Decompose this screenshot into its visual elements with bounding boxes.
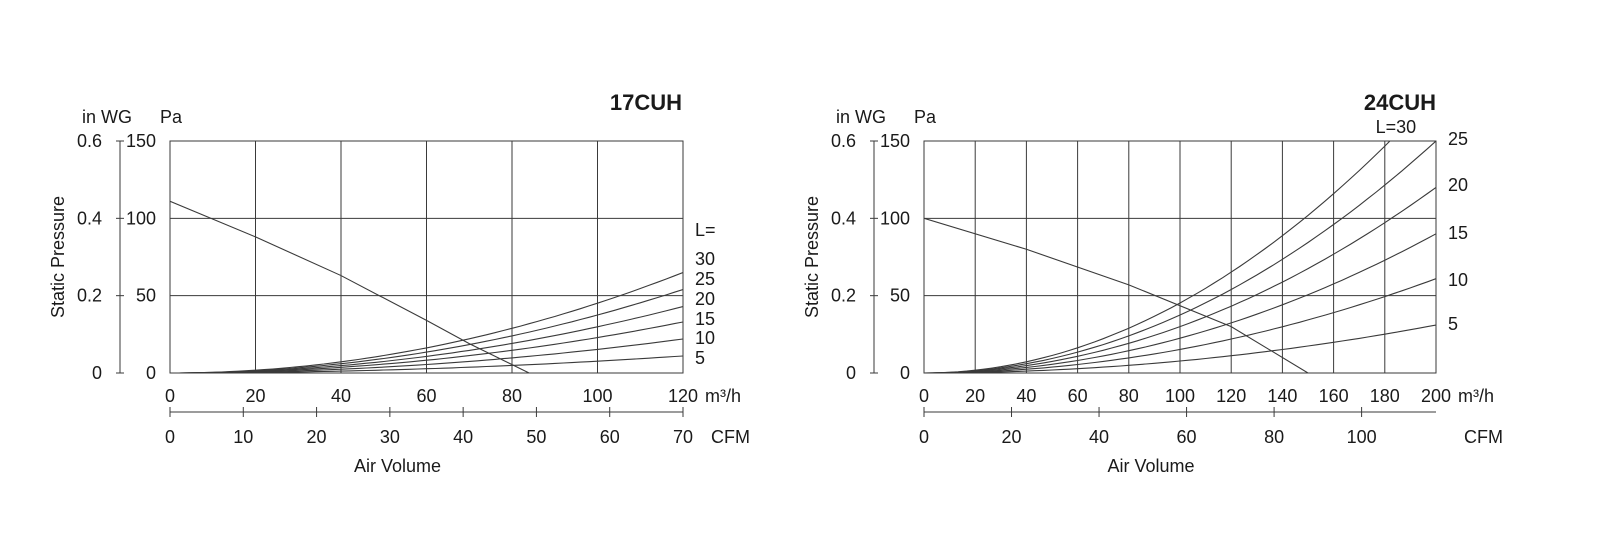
pa-tick-label: 50	[136, 286, 156, 306]
chart-title: 17CUH	[610, 90, 682, 115]
x-tick-label: 40	[1016, 386, 1036, 406]
cfm-tick-label: 0	[165, 427, 175, 447]
cfm-tick-label: 20	[1002, 427, 1022, 447]
inwg-tick-label: 0	[92, 363, 102, 383]
x-tick-label: 180	[1370, 386, 1400, 406]
x-tick-label: 20	[245, 386, 265, 406]
cfm-tick-label: 80	[1264, 427, 1284, 447]
legend-prefix: L=30	[1376, 117, 1417, 137]
cfm-tick-label: 40	[453, 427, 473, 447]
y-unit-inwg: in WG	[836, 107, 886, 127]
x-tick-label: 80	[1119, 386, 1139, 406]
x-tick-label: 100	[582, 386, 612, 406]
cfm-tick-label: 70	[673, 427, 693, 447]
fan-curve	[170, 200, 530, 373]
x-unit-cfm: CFM	[1464, 427, 1503, 447]
cfm-tick-label: 30	[380, 427, 400, 447]
x-unit-cfm: CFM	[711, 427, 750, 447]
x-tick-label: 60	[1068, 386, 1088, 406]
x-axis-title: Air Volume	[354, 456, 441, 476]
pa-tick-label: 0	[146, 363, 156, 383]
system-curve	[924, 141, 1391, 373]
y-axis-title: Static Pressure	[802, 196, 822, 318]
x-tick-label: 100	[1165, 386, 1195, 406]
x-tick-label: 160	[1319, 386, 1349, 406]
inwg-tick-label: 0.6	[77, 131, 102, 151]
legend-label: 10	[1448, 270, 1468, 290]
cfm-tick-label: 40	[1089, 427, 1109, 447]
x-tick-label: 140	[1267, 386, 1297, 406]
y-axis-title: Static Pressure	[48, 196, 68, 318]
inwg-tick-label: 0.2	[77, 286, 102, 306]
pa-tick-label: 50	[890, 286, 910, 306]
plot-frame	[923, 140, 1437, 374]
legend-label: 15	[695, 309, 715, 329]
inwg-tick-label: 0.6	[831, 131, 856, 151]
x-tick-label: 120	[668, 386, 698, 406]
legend-label: 25	[695, 269, 715, 289]
pa-tick-label: 150	[126, 131, 156, 151]
y-unit-pa: Pa	[160, 107, 183, 127]
system-curve	[170, 271, 683, 373]
x-tick-label: 40	[331, 386, 351, 406]
chart-title: 24CUH	[1364, 90, 1436, 115]
cfm-tick-label: 60	[600, 427, 620, 447]
x-unit-m3h: m³/h	[705, 386, 741, 406]
x-axis-title: Air Volume	[1107, 456, 1194, 476]
y-unit-pa: Pa	[914, 107, 937, 127]
x-tick-label: 200	[1421, 386, 1451, 406]
system-curve	[924, 324, 1436, 373]
pa-tick-label: 0	[900, 363, 910, 383]
legend-label: 20	[1448, 175, 1468, 195]
system-curve	[924, 186, 1436, 373]
inwg-tick-label: 0.4	[77, 208, 102, 228]
cfm-tick-label: 50	[526, 427, 546, 447]
y-unit-inwg: in WG	[82, 107, 132, 127]
system-curve	[924, 233, 1436, 373]
plot-frame	[169, 140, 684, 374]
pa-tick-label: 100	[880, 208, 910, 228]
x-tick-label: 0	[165, 386, 175, 406]
inwg-tick-label: 0.2	[831, 286, 856, 306]
fan-curve	[924, 217, 1309, 373]
x-tick-label: 20	[965, 386, 985, 406]
legend-label: 5	[695, 348, 705, 368]
cfm-tick-label: 10	[233, 427, 253, 447]
pa-tick-label: 150	[880, 131, 910, 151]
cfm-tick-label: 60	[1177, 427, 1197, 447]
inwg-tick-label: 0.4	[831, 208, 856, 228]
cfm-tick-label: 0	[919, 427, 929, 447]
system-curve	[924, 278, 1436, 373]
cfm-tick-label: 20	[307, 427, 327, 447]
legend-label: 15	[1448, 223, 1468, 243]
legend-label: 25	[1448, 129, 1468, 149]
legend-label: 30	[695, 249, 715, 269]
inwg-tick-label: 0	[846, 363, 856, 383]
legend-prefix: L=	[695, 220, 716, 240]
x-tick-label: 120	[1216, 386, 1246, 406]
cfm-tick-label: 100	[1347, 427, 1377, 447]
x-unit-m3h: m³/h	[1458, 386, 1494, 406]
legend-label: 10	[695, 328, 715, 348]
legend-label: 20	[695, 289, 715, 309]
x-tick-label: 0	[919, 386, 929, 406]
x-tick-label: 80	[502, 386, 522, 406]
system-curve	[924, 141, 1436, 373]
pa-tick-label: 100	[126, 208, 156, 228]
x-tick-label: 60	[416, 386, 436, 406]
legend-label: 5	[1448, 314, 1458, 334]
